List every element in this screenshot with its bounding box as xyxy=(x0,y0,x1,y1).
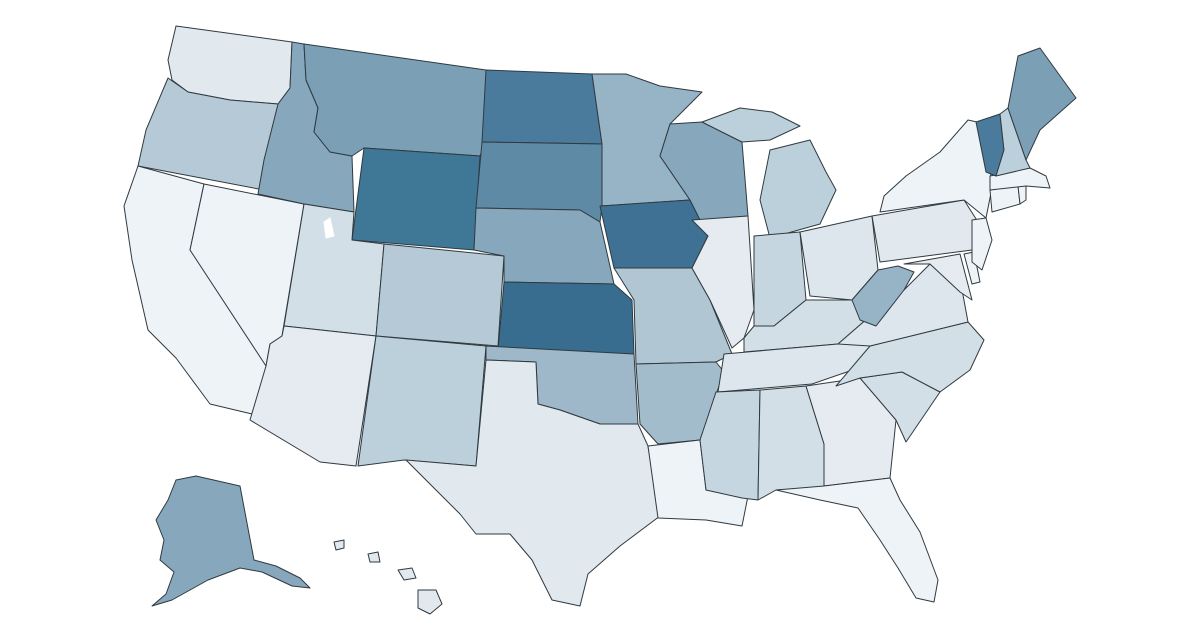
state-hawaii-maui[interactable] xyxy=(397,567,417,581)
state-north-carolina[interactable] xyxy=(835,321,985,393)
state-new-york[interactable] xyxy=(879,119,993,219)
state-maine[interactable] xyxy=(1007,47,1077,161)
state-hawaii-kauai[interactable] xyxy=(333,539,345,551)
state-west-virginia[interactable] xyxy=(851,265,915,327)
state-hawaii-oahu[interactable] xyxy=(367,551,381,563)
state-delaware[interactable] xyxy=(963,251,981,285)
state-new-jersey[interactable] xyxy=(971,217,993,271)
state-michigan[interactable] xyxy=(759,139,837,239)
state-new-mexico[interactable] xyxy=(357,335,487,467)
state-hawaii[interactable] xyxy=(417,589,443,615)
state-texas[interactable] xyxy=(405,359,661,607)
state-virginia[interactable] xyxy=(837,263,969,347)
state-arizona[interactable] xyxy=(249,325,377,467)
state-illinois[interactable] xyxy=(691,215,755,349)
state-montana[interactable] xyxy=(303,43,487,157)
state-iowa[interactable] xyxy=(599,199,709,269)
state-alaska[interactable] xyxy=(151,475,311,607)
state-north-dakota[interactable] xyxy=(481,69,603,145)
state-michigan-upper[interactable] xyxy=(701,107,801,143)
great-salt-lake-icon xyxy=(323,217,335,239)
state-florida[interactable] xyxy=(775,477,939,603)
state-colorado[interactable] xyxy=(375,243,505,347)
state-kansas[interactable] xyxy=(497,281,635,355)
state-rhode-island[interactable] xyxy=(1017,185,1027,205)
state-wyoming[interactable] xyxy=(351,147,481,251)
state-maryland[interactable] xyxy=(903,253,973,301)
